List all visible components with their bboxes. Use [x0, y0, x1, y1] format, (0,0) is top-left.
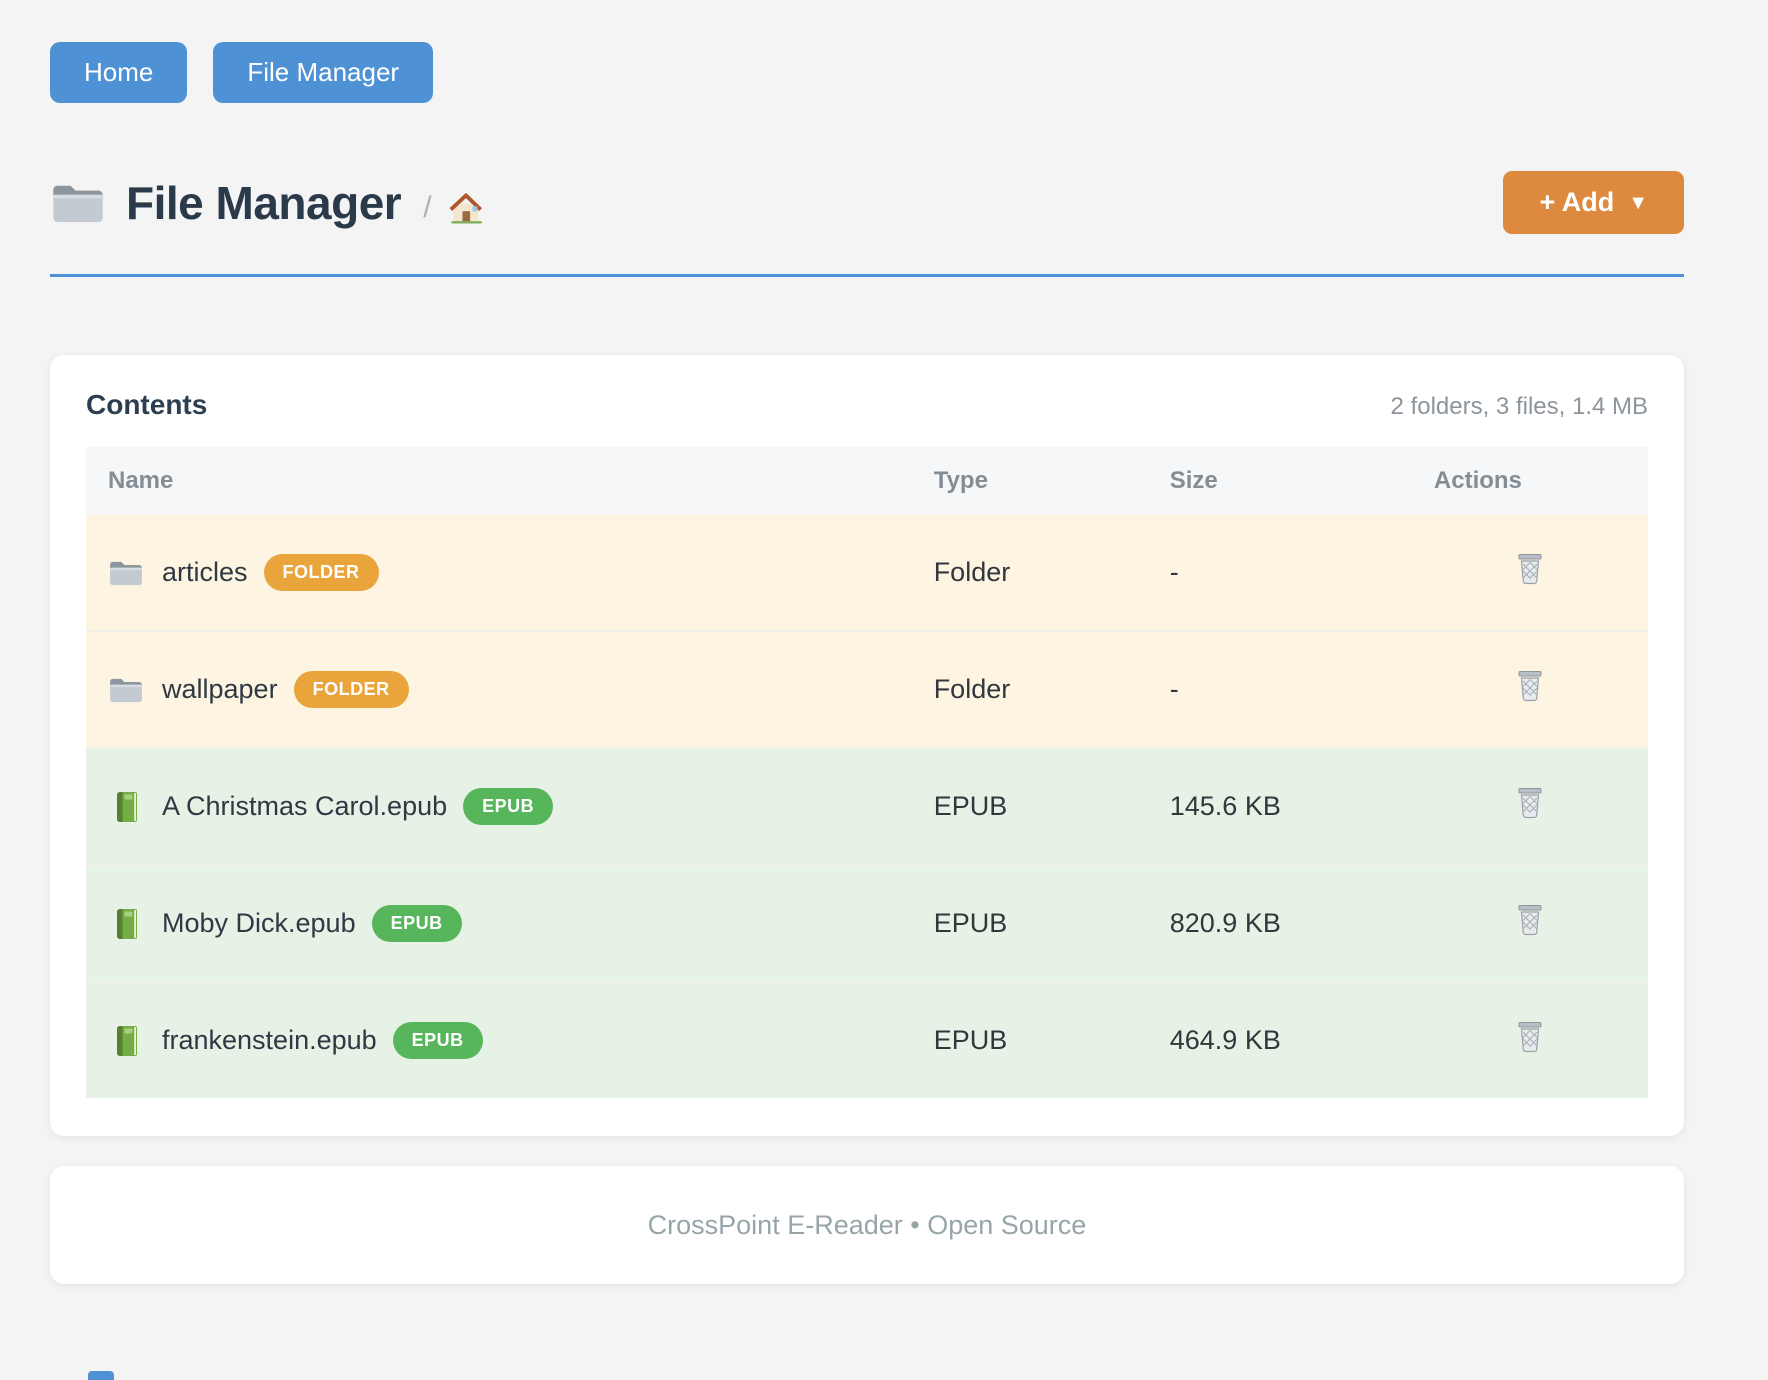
nav-home-button[interactable]: Home — [50, 42, 188, 103]
add-button-label: + Add — [1539, 187, 1615, 217]
contents-title: Contents — [86, 389, 208, 420]
table-row[interactable]: frankenstein.epub EPUB EPUB 464.9 KB — [86, 982, 1648, 1098]
file-size: - — [1169, 674, 1179, 704]
delete-button[interactable] — [1515, 902, 1545, 941]
file-name: A Christmas Carol.epub — [162, 791, 448, 821]
page-header: File Manager / + Add ▼ — [50, 171, 1684, 234]
delete-button[interactable] — [1515, 1019, 1545, 1058]
table-row[interactable]: Moby Dick.epub EPUB EPUB 820.9 KB — [86, 865, 1648, 982]
file-size: 464.9 KB — [1169, 1025, 1281, 1055]
book-icon — [108, 791, 144, 823]
file-name: wallpaper — [162, 674, 278, 704]
type-badge: EPUB — [392, 1022, 483, 1059]
book-icon — [108, 908, 144, 940]
trash-icon — [1515, 668, 1545, 704]
add-button[interactable]: + Add ▼ — [1503, 171, 1684, 234]
type-badge: EPUB — [463, 788, 554, 825]
partially-visible-button[interactable] — [88, 1371, 114, 1380]
trash-icon — [1515, 902, 1545, 938]
file-type: Folder — [933, 674, 1011, 704]
title-breadcrumb-group: File Manager / — [50, 176, 486, 230]
delete-button[interactable] — [1515, 785, 1545, 824]
type-badge: EPUB — [371, 905, 462, 942]
type-badge: FOLDER — [293, 671, 409, 708]
caret-down-icon: ▼ — [1628, 192, 1648, 214]
file-table: Name Type Size Actions articles FOLDER F… — [86, 447, 1648, 1098]
folder-icon — [50, 179, 106, 227]
column-header-type: Type — [911, 447, 1148, 515]
delete-button[interactable] — [1515, 668, 1545, 707]
folder-icon — [108, 674, 144, 706]
page-title: File Manager — [126, 176, 402, 229]
footer-text: CrossPoint E-Reader • Open Source — [647, 1209, 1087, 1240]
file-table-body: articles FOLDER Folder - wallpaper FOLDE… — [86, 515, 1648, 1098]
contents-card: Contents 2 folders, 3 files, 1.4 MB Name… — [50, 355, 1684, 1136]
folder-icon — [108, 557, 144, 589]
trash-icon — [1515, 551, 1545, 587]
file-type: EPUB — [933, 791, 1008, 821]
top-navigation: Home File Manager — [50, 42, 1684, 103]
file-size: 820.9 KB — [1169, 908, 1281, 938]
table-row[interactable]: wallpaper FOLDER Folder - — [86, 631, 1648, 748]
file-type: EPUB — [933, 1025, 1008, 1055]
footer-card: CrossPoint E-Reader • Open Source — [50, 1166, 1684, 1284]
table-header-row: Name Type Size Actions — [86, 447, 1648, 515]
table-row[interactable]: articles FOLDER Folder - — [86, 515, 1648, 631]
home-icon[interactable] — [446, 188, 486, 226]
column-header-name: Name — [86, 447, 912, 515]
file-type: EPUB — [933, 908, 1008, 938]
column-header-size: Size — [1147, 447, 1412, 515]
trash-icon — [1515, 785, 1545, 821]
file-name: articles — [162, 557, 248, 587]
file-name: frankenstein.epub — [162, 1025, 377, 1055]
breadcrumb-separator: / — [423, 190, 432, 224]
delete-button[interactable] — [1515, 551, 1545, 590]
contents-summary: 2 folders, 3 files, 1.4 MB — [1390, 393, 1648, 420]
type-badge: FOLDER — [263, 554, 379, 591]
file-size: 145.6 KB — [1169, 791, 1281, 821]
table-row[interactable]: A Christmas Carol.epub EPUB EPUB 145.6 K… — [86, 748, 1648, 865]
header-divider — [50, 274, 1684, 277]
column-header-actions: Actions — [1411, 447, 1648, 515]
trash-icon — [1515, 1019, 1545, 1055]
book-icon — [108, 1025, 144, 1057]
file-type: Folder — [933, 557, 1011, 587]
file-name: Moby Dick.epub — [162, 908, 356, 938]
nav-file-manager-button[interactable]: File Manager — [213, 42, 434, 103]
file-size: - — [1169, 557, 1179, 587]
